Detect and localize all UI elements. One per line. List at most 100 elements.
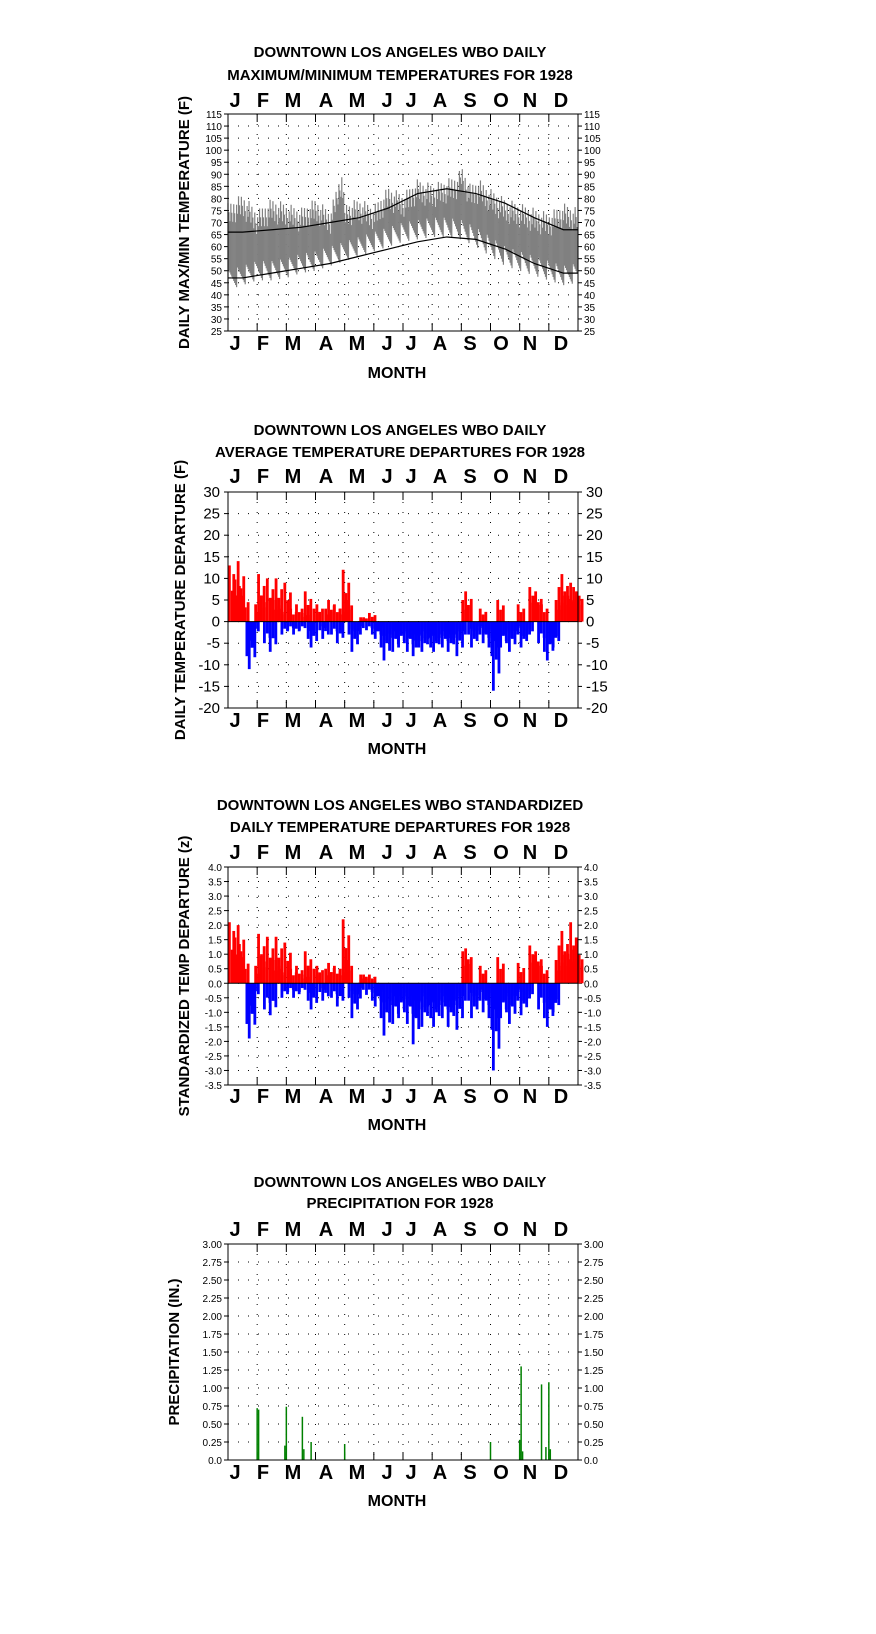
month-label: S [463, 710, 476, 732]
y-tick-label: 85 [584, 182, 596, 193]
departure-bar [236, 925, 240, 984]
departure-bar [554, 960, 558, 984]
y-tick-label: 30 [203, 484, 220, 501]
departure-bar [373, 621, 377, 639]
y-tick-label: 10 [586, 570, 603, 587]
y-tick-label: 0.50 [203, 1420, 223, 1431]
y-tick-label: 1.25 [584, 1366, 604, 1377]
departure-bar [391, 983, 395, 1024]
departure-bar [455, 983, 459, 1030]
departure-bar [490, 621, 494, 657]
departure-bar [245, 983, 249, 1024]
y-axis-label: DAILY MAX/MIN TEMPERATURE (F) [176, 96, 193, 349]
month-label: S [463, 466, 476, 488]
y-tick-label: 1.00 [203, 1384, 223, 1395]
departure-bar [239, 951, 243, 984]
departure-bar [379, 621, 383, 648]
month-label: J [405, 466, 416, 488]
y-tick-label: -1.0 [584, 1008, 602, 1019]
departure-bar [341, 621, 345, 638]
departure-bar [330, 983, 333, 998]
departure-bar [537, 621, 540, 644]
departure-bar [271, 983, 275, 1001]
y-tick-label: 0.75 [584, 1402, 604, 1413]
departure-bar [580, 598, 584, 622]
departure-bar [344, 600, 348, 622]
departure-bar [280, 983, 284, 998]
departure-bar [394, 621, 398, 639]
departure-bar [265, 621, 269, 634]
departure-bar [487, 621, 491, 648]
month-label: J [381, 1086, 392, 1108]
chart-title-line: DOWNTOWN LOS ANGELES WBO DAILY [254, 1174, 547, 1191]
y-tick-label: -0.5 [205, 994, 223, 1005]
departure-bar [359, 983, 362, 999]
departure-bar [361, 621, 365, 629]
departure-bar [560, 930, 564, 984]
month-label: J [229, 710, 240, 732]
departure-bar [481, 983, 485, 1013]
departure-bar [356, 621, 360, 631]
y-tick-label: 40 [211, 291, 223, 302]
departure-bar [429, 983, 433, 1019]
departure-bar [271, 621, 275, 639]
departure-bar [545, 608, 549, 622]
departure-bar [475, 983, 479, 1010]
departure-bar [376, 983, 380, 995]
departure-bar [478, 983, 482, 990]
month-label: A [319, 333, 333, 355]
departure-bar [388, 983, 391, 1023]
departure-bar [461, 621, 465, 632]
y-tick-label: -1.0 [205, 1008, 223, 1019]
month-label: A [433, 1462, 447, 1484]
month-label: A [319, 1219, 333, 1241]
y-tick-label: 50 [584, 267, 596, 278]
departure-bar [478, 621, 482, 627]
departure-bar [309, 621, 313, 648]
departure-bar [505, 983, 508, 1013]
y-tick-label: 45 [211, 279, 223, 290]
departure-bar [370, 621, 374, 635]
departure-bar [438, 983, 441, 1001]
y-tick-label: 1.5 [584, 936, 598, 947]
departure-bar [513, 983, 517, 995]
departure-bar [300, 974, 304, 984]
month-label: M [349, 1219, 366, 1241]
departure-bar [289, 983, 292, 989]
departure-bar [359, 974, 363, 984]
month-label: F [257, 1219, 269, 1241]
departure-bar [315, 983, 319, 1003]
departure-bar [295, 965, 298, 984]
y-tick-label: 3.5 [584, 878, 598, 889]
departure-bar [408, 983, 412, 1007]
departure-bar [475, 621, 479, 642]
departure-bar [382, 621, 386, 661]
y-tick-label: 15 [203, 549, 220, 566]
departure-bar [239, 588, 243, 622]
departure-bar [516, 983, 520, 1001]
departure-bar [501, 963, 505, 984]
departure-bar [491, 621, 495, 691]
departure-bar [370, 983, 374, 1001]
month-label: J [405, 90, 416, 112]
departure-bar [484, 983, 488, 1001]
departure-bar [324, 608, 328, 622]
month-label: N [523, 710, 537, 732]
departure-bar [324, 621, 327, 632]
y-tick-label: 0.0 [584, 1456, 598, 1467]
departure-bar [499, 968, 502, 984]
departure-bar [251, 621, 255, 635]
departure-bar [496, 957, 500, 984]
month-label: M [285, 466, 302, 488]
departure-bar [513, 621, 517, 645]
departure-bar [494, 621, 498, 660]
departure-bar [554, 983, 558, 1000]
y-tick-label: 35 [584, 303, 596, 314]
departure-bar [318, 973, 322, 984]
departure-bar [519, 612, 523, 622]
departure-bar [294, 621, 298, 629]
departure-bar [528, 621, 532, 629]
departure-bar [575, 591, 578, 622]
departure-bar [537, 604, 540, 622]
departure-bar [271, 960, 275, 984]
